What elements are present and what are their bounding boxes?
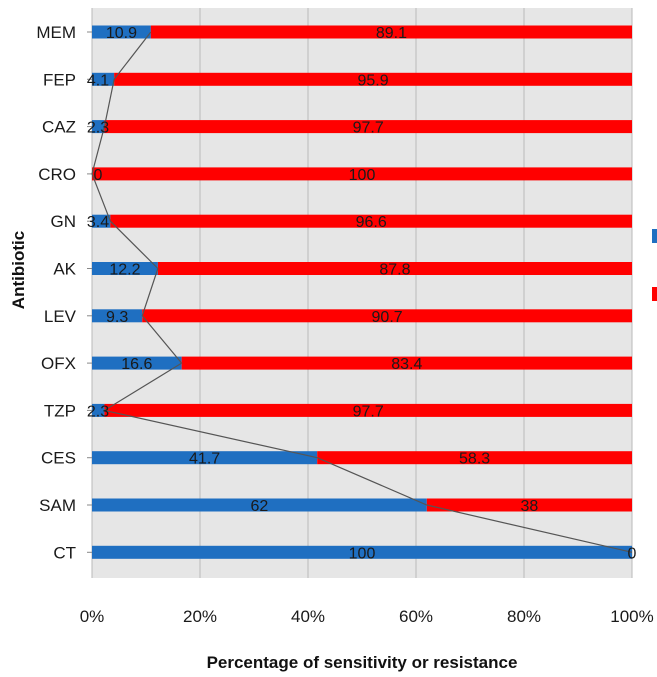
data-label-series-1: 0 (94, 167, 103, 184)
x-tick-label: 80% (507, 607, 541, 626)
data-label-series-1: 10.9 (106, 25, 137, 42)
x-tick-label: 100% (610, 607, 653, 626)
bar-series-1 (92, 498, 427, 512)
data-label-series-2: 38 (521, 498, 539, 515)
bar-series-1 (92, 356, 182, 370)
connector-line (91, 31, 633, 553)
x-axis-title: Percentage of sensitivity or resistance (207, 653, 518, 672)
data-label-series-1: 2.3 (87, 120, 109, 137)
data-label-series-1: 4.1 (87, 72, 109, 89)
legend-swatch-series-2 (652, 287, 657, 301)
bar-series-2 (142, 309, 632, 323)
bar-series-1 (92, 72, 115, 86)
data-label-series-1: 9.3 (106, 309, 128, 326)
bar-series-2 (104, 120, 633, 134)
data-label-series-1: 16.6 (121, 356, 152, 373)
bar-series-2 (181, 356, 632, 370)
data-label-series-2: 95.9 (357, 72, 388, 89)
data-label-series-2: 97.7 (353, 120, 384, 137)
category-label: LEV (44, 307, 77, 326)
x-tick-label: 0% (80, 607, 105, 626)
category-label: CRO (38, 165, 76, 184)
data-label-series-2: 97.7 (353, 403, 384, 420)
data-label-series-1: 3.4 (87, 214, 109, 231)
data-label-series-1: 41.7 (189, 451, 220, 468)
x-tick-label: 20% (183, 607, 217, 626)
data-label-series-2: 96.6 (356, 214, 387, 231)
bar-series-2 (150, 25, 633, 39)
bar-series-1 (92, 403, 105, 417)
bar-series-1 (92, 214, 111, 228)
category-label: GN (51, 212, 77, 231)
bar-series-2 (157, 262, 632, 275)
x-tick-label: 40% (291, 607, 325, 626)
plot-area (92, 8, 632, 578)
bar-series-2 (110, 214, 633, 228)
bar-series-2 (114, 72, 632, 86)
category-label: TZP (44, 401, 76, 420)
bar-series-2 (426, 498, 632, 512)
category-label: MEM (36, 23, 76, 42)
data-label-series-2: 90.7 (372, 309, 403, 326)
bar-series-1 (92, 120, 105, 134)
data-label-series-1: 2.3 (87, 403, 109, 420)
bar-series-2 (317, 451, 632, 465)
data-label-series-2: 89.1 (376, 25, 407, 42)
bar-series-1 (92, 309, 143, 323)
data-label-series-2: 0 (628, 545, 637, 562)
bar-series-2 (92, 167, 632, 181)
bar-series-1 (92, 262, 158, 275)
data-label-series-1: 100 (349, 545, 376, 562)
x-tick-label: 60% (399, 607, 433, 626)
category-label: CT (53, 543, 76, 562)
bar-series-1 (92, 451, 318, 465)
data-label-series-2: 100 (349, 167, 376, 184)
bar-series-1 (92, 25, 151, 39)
legend-swatch-series-1 (652, 229, 657, 243)
bar-series-2 (104, 403, 633, 417)
bar-series-1 (92, 545, 632, 559)
data-label-series-1: 12.2 (109, 262, 140, 279)
category-label: CES (41, 449, 76, 468)
data-label-series-2: 87.8 (379, 262, 410, 279)
data-label-series-1: 62 (251, 498, 269, 515)
category-label: FEP (43, 70, 76, 89)
category-label: OFX (41, 354, 76, 373)
y-axis-title: Antibiotic (9, 231, 28, 309)
category-label: AK (53, 260, 76, 279)
category-label: SAM (39, 496, 76, 515)
category-label: CAZ (42, 118, 76, 137)
data-label-series-2: 83.4 (391, 356, 422, 373)
data-label-series-2: 58.3 (459, 451, 490, 468)
